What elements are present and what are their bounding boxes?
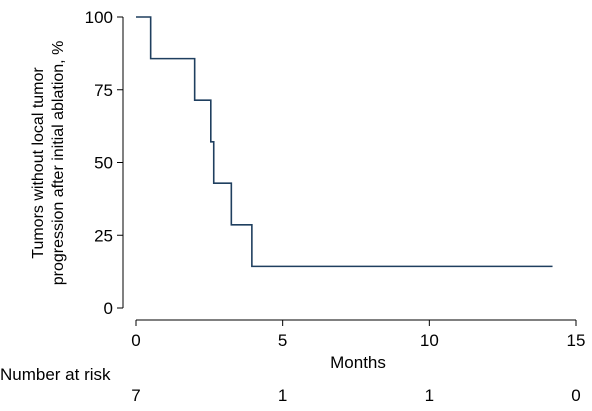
plot-area: [136, 16, 553, 268]
x-tick-label: 0: [131, 331, 140, 350]
risk-count: 1: [425, 386, 434, 405]
x-tick-label: 15: [567, 331, 586, 350]
x-tick-label: 10: [420, 331, 439, 350]
risk-count: 7: [131, 386, 140, 405]
y-tick-label: 100: [85, 8, 113, 27]
risk-count: 0: [571, 386, 580, 405]
risk-table-label: Number at risk: [0, 365, 111, 384]
y-axis-label-line-2: progression after initial ablation, %: [50, 41, 67, 286]
y-tick-label: 25: [94, 226, 113, 245]
x-tick-label: 5: [278, 331, 287, 350]
risk-count: 1: [278, 386, 287, 405]
survival-step-line: [136, 16, 553, 268]
risk-table: 7 1 1 0: [131, 386, 580, 405]
x-axis-label: Months: [330, 353, 386, 372]
y-tick-label: 75: [94, 81, 113, 100]
y-axis-label-line-1: Tumors without local tumor: [30, 67, 47, 259]
y-tick-label: 50: [94, 154, 113, 173]
x-axis: 0 5 10 15: [131, 319, 586, 350]
y-axis: 0 25 50 75 100: [85, 8, 124, 318]
y-axis-label: Tumors without local tumor progression a…: [30, 41, 67, 286]
y-tick-label: 0: [104, 299, 113, 318]
